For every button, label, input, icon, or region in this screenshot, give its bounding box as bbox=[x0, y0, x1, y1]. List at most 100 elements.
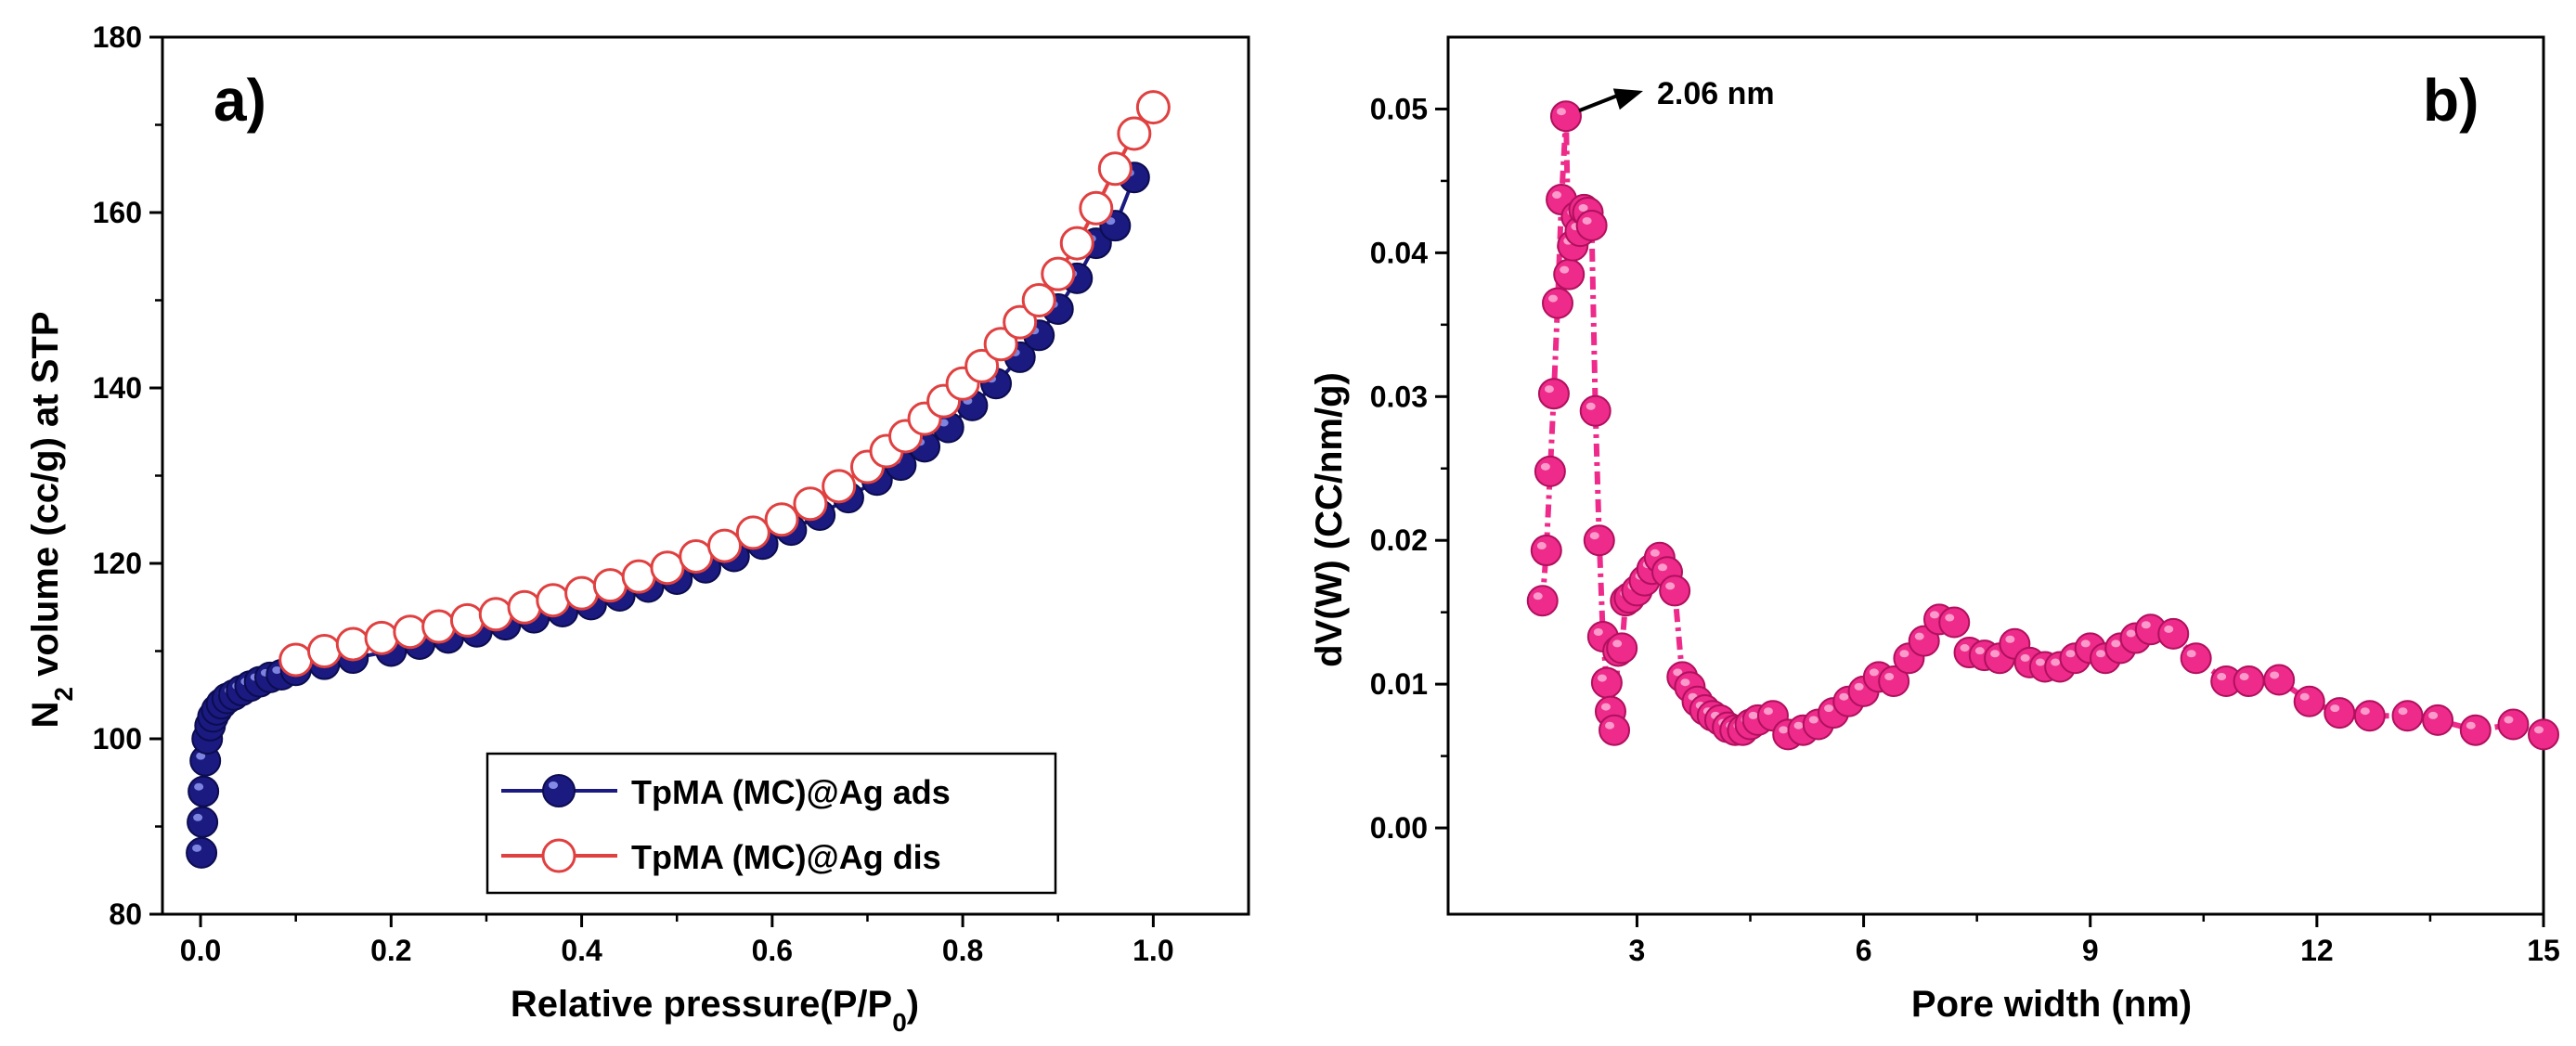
panel-b-series-0-point-highlight bbox=[1593, 628, 1603, 637]
panel-a-legend: TpMA (MC)@Ag ads TpMA (MC)@Ag dis bbox=[485, 752, 1057, 895]
panel-b-series-0-point-highlight bbox=[1536, 542, 1547, 550]
panel-b-series-0-point-highlight bbox=[2217, 673, 2227, 681]
panel-a-series-1-point bbox=[393, 614, 428, 650]
panel-b-series-0-point-highlight bbox=[1793, 721, 1804, 730]
panel-b-series-0-point bbox=[2324, 697, 2356, 730]
legend-dis-marker bbox=[541, 838, 576, 873]
panel-a-series-1-point bbox=[564, 575, 600, 611]
legend-ads-label: TpMA (MC)@Ag ads bbox=[631, 773, 951, 811]
panel-b-series-0-point-highlight bbox=[2428, 711, 2439, 719]
panel-b-series-0-point-highlight bbox=[2330, 704, 2340, 713]
panel-b-series-0-point bbox=[2497, 708, 2530, 741]
panel-a-series-0-point-highlight bbox=[272, 666, 282, 675]
panel-b-series-0-point bbox=[1537, 378, 1570, 410]
panel-a-x-axis-title: Relative pressure(P/P0) bbox=[511, 984, 919, 1037]
panel-b-series-0-point-highlight bbox=[1779, 726, 1789, 734]
panel-b-series-0-point bbox=[2391, 700, 2424, 732]
panel-b-series-0-point-highlight bbox=[2005, 635, 2015, 643]
panel-a-series-1-point bbox=[1041, 256, 1076, 291]
panel-a-series-0-point-highlight bbox=[193, 813, 203, 821]
panel-a-series-0-point-highlight bbox=[196, 752, 206, 760]
panel-b-frame bbox=[1446, 35, 2545, 916]
annotation-label: 2.06 nm bbox=[1657, 76, 1775, 111]
panel-b-series-0-point-highlight bbox=[1899, 650, 1909, 658]
panel-b-series-0-point bbox=[1526, 585, 1559, 617]
panel-a-y-tick-label: 160 bbox=[93, 196, 142, 229]
panel-b-series-0-point bbox=[1549, 100, 1582, 133]
panel-b-series-0-point-highlight bbox=[1808, 716, 1819, 724]
panel-b-series-0-point-highlight bbox=[2186, 650, 2196, 658]
panel-b-series-0-point-highlight bbox=[2126, 629, 2136, 638]
panel-b-series-0-point-highlight bbox=[2141, 621, 2151, 629]
panel-b-x-tick-label: 6 bbox=[1856, 934, 1872, 967]
panel-a-x-tick-label: 0.2 bbox=[370, 934, 411, 967]
panel-a-x-tick-label: 0.0 bbox=[180, 934, 221, 967]
panel-b-series-0-point-highlight bbox=[2164, 625, 2174, 633]
panel-b-series-0-point-highlight bbox=[1839, 692, 1849, 701]
panel-a-series-1-point bbox=[964, 348, 1000, 383]
panel-b-series-0-point-highlight bbox=[1544, 385, 1554, 394]
panel-a-series-1-point bbox=[1021, 283, 1056, 317]
panel-b-series-0-point-highlight bbox=[1578, 204, 1588, 212]
panel-a-series-1-point bbox=[335, 626, 370, 662]
panel-b-series-0-point-highlight bbox=[1869, 668, 1879, 677]
panel-b-series-0-point-highlight bbox=[1673, 668, 1683, 677]
panel-b-series-0-point-highlight bbox=[2096, 650, 2105, 658]
panel-b-series-0-point bbox=[1599, 714, 1631, 746]
panel-a-series-1-point bbox=[1117, 116, 1152, 151]
panel-b-series-0-point-highlight bbox=[1680, 678, 1690, 687]
panel-b-series-0-point bbox=[2157, 617, 2190, 650]
legend-ads-marker-highlight bbox=[549, 781, 558, 789]
panel-b-series-0-point-highlight bbox=[1824, 704, 1834, 713]
panel-b-series-0-point-highlight bbox=[2111, 639, 2121, 648]
panel-a-series-1-point bbox=[1059, 226, 1094, 261]
panel-b-label: b) bbox=[2423, 67, 2479, 134]
panel-b-series-0-point-highlight bbox=[2299, 692, 2310, 701]
panel-b-series-0-point-highlight bbox=[2270, 671, 2280, 679]
panel-b-series-0-point-highlight bbox=[1589, 532, 1599, 540]
panel-b-series-0-point-highlight bbox=[1974, 647, 1985, 655]
panel-a-series-1-point bbox=[1003, 304, 1038, 340]
panel-b-series-0-point bbox=[2233, 665, 2265, 698]
panel-b-series-0-point-highlight bbox=[1854, 682, 1864, 691]
panel-b-series-0-point-highlight bbox=[1582, 216, 1592, 225]
panel-a-series-1-point bbox=[822, 469, 857, 504]
panel-a-plot-area: 0.0 0.2 0.4 0.6 0.8 1.0 80 100 120 140 160 180 bbox=[93, 20, 1250, 967]
panel-a-y-tick-label: 80 bbox=[109, 897, 142, 931]
panel-a-series-1-point bbox=[306, 634, 342, 668]
panel-a-series-0-point-highlight bbox=[194, 782, 204, 791]
panel-b-series-0-point-highlight bbox=[1990, 650, 2000, 658]
panel-b-x-axis-title: Pore width (nm) bbox=[1911, 984, 2192, 1025]
panel-b-y-axis-title: dV(W) (CC/nm/g) bbox=[1309, 372, 1350, 667]
panel-b-series-0-point-highlight bbox=[2080, 639, 2091, 648]
panel-a-series-1-point bbox=[1097, 151, 1133, 187]
panel-b-series-0-point-highlight bbox=[1548, 294, 1558, 303]
panel-b-x-tick-label: 9 bbox=[2082, 934, 2099, 967]
panel-b-series-0-point-highlight bbox=[1914, 632, 1924, 640]
panel-a-series-1-point bbox=[507, 589, 542, 625]
panel-a-series-1-point bbox=[278, 642, 314, 678]
panel-b-series-0-point bbox=[2180, 642, 2212, 675]
panel-b-series-0-point bbox=[1590, 666, 1623, 699]
panel-b-series-0-point-highlight bbox=[2020, 653, 2030, 662]
panel-b-series-0-point-highlight bbox=[2035, 658, 2045, 666]
panel-a-series-1-point bbox=[1079, 190, 1114, 226]
panel-a-series-1-point bbox=[592, 568, 628, 603]
panel-b-x-tick-label: 15 bbox=[2527, 934, 2560, 967]
panel-b-series-0-point bbox=[1606, 632, 1638, 665]
panel-b-series-0-point-highlight bbox=[1612, 639, 1623, 648]
panel-b-series-0-point-highlight bbox=[2360, 707, 2370, 716]
panel-b-series-0-point bbox=[1579, 394, 1612, 427]
legend-ads-marker bbox=[542, 774, 576, 807]
panel-a-series-1-point bbox=[983, 327, 1018, 362]
panel-a-x-tick-label: 0.4 bbox=[561, 934, 602, 967]
legend-box bbox=[485, 752, 1057, 895]
panel-b-series-0-point-highlight bbox=[1597, 674, 1607, 682]
panel-b-series-0-point bbox=[1542, 287, 1573, 319]
panel-b-y-tick-label: 0.01 bbox=[1370, 667, 1428, 701]
panel-a-series-0-point-highlight bbox=[192, 844, 202, 852]
annotation-arrow-head bbox=[1612, 88, 1643, 110]
panel-a-series-1-point bbox=[650, 550, 685, 586]
panel-a-series-1-point bbox=[449, 602, 485, 638]
panel-b-y-tick-label: 0.00 bbox=[1370, 811, 1428, 845]
